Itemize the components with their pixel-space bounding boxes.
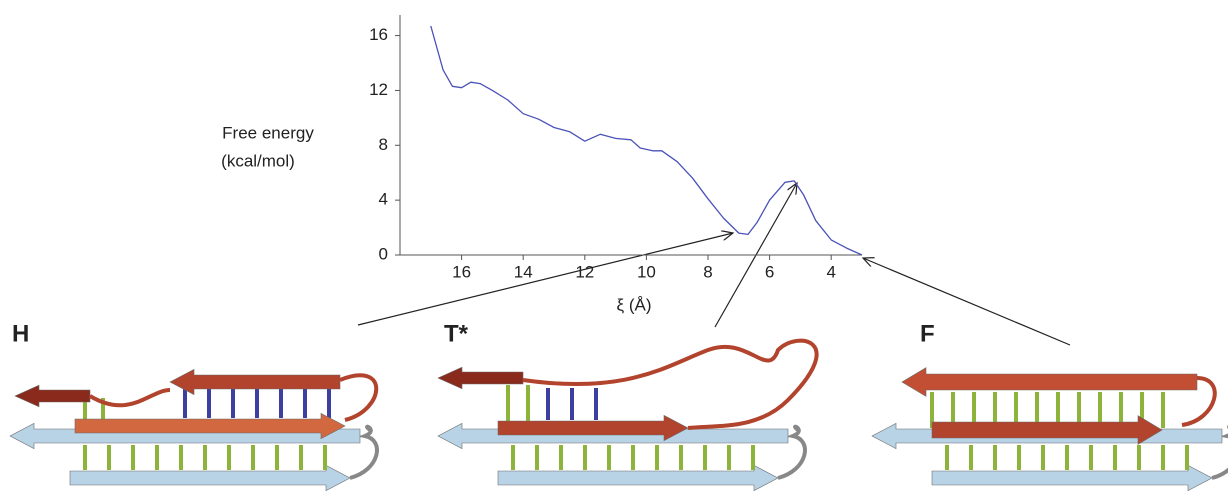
x-tick-label: 12 — [575, 262, 594, 281]
y-axis-label: Free energy — [222, 123, 314, 142]
pointer-arrow — [358, 233, 733, 325]
x-tick-label: 4 — [826, 262, 835, 281]
panel-label: F — [920, 320, 935, 347]
loop — [523, 341, 817, 428]
x-axis-label: ξ (Å) — [617, 295, 652, 314]
structures — [10, 341, 1228, 491]
figure: Free energy (kcal/mol) ξ (Å) H T* F 0 4 8 1… — [0, 0, 1228, 502]
pointer-arrow — [863, 258, 1070, 345]
panel-label: T* — [444, 320, 469, 347]
y-tick-label: 4 — [379, 190, 388, 209]
x-tick-label: 10 — [637, 262, 656, 281]
y-tick-label: 8 — [379, 135, 388, 154]
strand — [70, 465, 350, 490]
strand — [902, 368, 1197, 397]
x-tick-label: 16 — [452, 262, 471, 281]
y-tick-label: 16 — [369, 25, 388, 44]
x-tick-label: 6 — [765, 262, 774, 281]
x-tick-label: 14 — [514, 262, 533, 281]
y-axis-label: (kcal/mol) — [221, 151, 295, 170]
y-tick-label: 0 — [379, 244, 388, 263]
strand — [498, 465, 778, 490]
strand — [438, 367, 523, 389]
data-line — [431, 26, 862, 255]
strand — [15, 385, 90, 407]
y-tick-label: 12 — [369, 80, 388, 99]
panel-label: H — [12, 320, 29, 347]
x-tick-label: 8 — [703, 262, 712, 281]
strand — [932, 465, 1212, 490]
